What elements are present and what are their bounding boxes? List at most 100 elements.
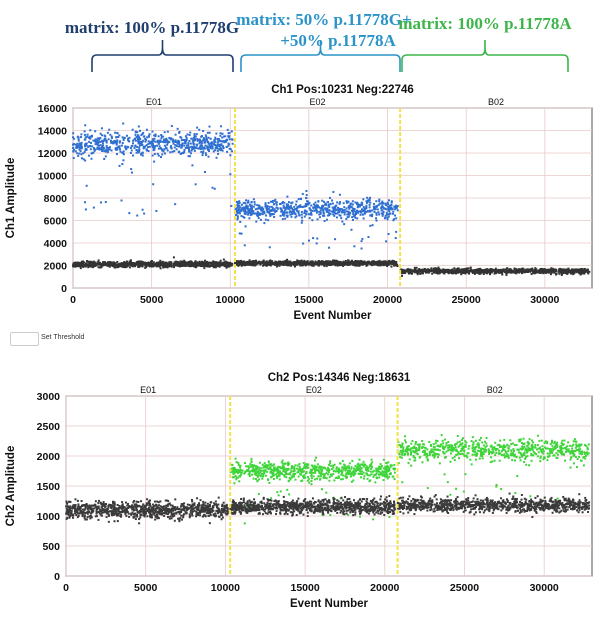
droplet-point [119, 263, 122, 266]
droplet-point [339, 207, 342, 210]
droplet-point [159, 267, 162, 270]
droplet-point [104, 505, 107, 508]
droplet-point [110, 136, 113, 139]
droplet-point [65, 512, 68, 515]
droplet-point [354, 216, 357, 219]
droplet-point [387, 215, 390, 218]
droplet-point [390, 200, 393, 203]
droplet-point [82, 158, 85, 161]
droplet-point [142, 261, 145, 264]
droplet-point [96, 147, 99, 150]
droplet-point [216, 509, 219, 512]
droplet-point [304, 209, 307, 212]
droplet-point [375, 200, 378, 203]
droplet-point [548, 270, 551, 273]
droplet-point [295, 200, 298, 203]
droplet-point [196, 139, 199, 142]
droplet-point [136, 515, 139, 518]
droplet-point [566, 269, 569, 272]
droplet-point [151, 503, 154, 506]
droplet-point [295, 208, 298, 211]
droplet-point [315, 205, 318, 208]
droplet-point [102, 146, 105, 149]
droplet-point [86, 511, 89, 514]
droplet-point [118, 264, 121, 267]
droplet-point [157, 135, 160, 138]
droplet-point [403, 270, 406, 273]
droplet-point [311, 219, 314, 222]
droplet-point [105, 140, 108, 143]
droplet-point [203, 138, 206, 141]
droplet-point [283, 210, 286, 213]
droplet-point [205, 154, 208, 157]
droplet-point [334, 207, 337, 210]
droplet-point [562, 271, 565, 274]
droplet-point [106, 261, 109, 264]
droplet-point [257, 212, 260, 215]
droplet-point [228, 138, 231, 141]
droplet-point [373, 263, 376, 266]
droplet-point [140, 500, 143, 503]
droplet-point [157, 142, 160, 145]
droplet-point [204, 504, 207, 507]
droplet-point [117, 512, 120, 515]
droplet-point [349, 202, 352, 205]
droplet-point [220, 263, 223, 266]
droplet-point [265, 262, 268, 265]
droplet-point [261, 213, 264, 216]
droplet-point [259, 261, 262, 264]
droplet-point [107, 513, 110, 516]
droplet-point [81, 514, 84, 517]
droplet-point [149, 505, 152, 508]
droplet-point [138, 146, 141, 149]
droplet-point [311, 209, 314, 212]
droplet-point [145, 504, 148, 507]
droplet-point [218, 148, 221, 151]
droplet-point [288, 211, 291, 214]
droplet-point [143, 514, 146, 517]
droplet-point [94, 504, 97, 507]
droplet-point [195, 508, 198, 511]
droplet-point [320, 260, 323, 263]
droplet-point [121, 511, 124, 514]
droplet-point [285, 205, 288, 208]
droplet-point [72, 146, 75, 149]
y-tick-label: 1000 [37, 511, 61, 523]
droplet-point [79, 265, 82, 268]
droplet-point [263, 210, 266, 213]
x-tick-label: 5000 [134, 582, 158, 594]
droplet-point [555, 273, 558, 276]
droplet-point [264, 202, 267, 205]
droplet-point [152, 265, 155, 268]
droplet-point [115, 143, 118, 146]
droplet-point [97, 261, 100, 264]
droplet-point [161, 153, 164, 156]
droplet-point [282, 263, 285, 266]
droplet-point [142, 512, 145, 515]
droplet-point [108, 503, 111, 506]
droplet-point [89, 506, 92, 509]
droplet-point [201, 510, 204, 513]
droplet-point [529, 270, 532, 273]
droplet-point [284, 211, 287, 214]
droplet-point [377, 204, 380, 207]
droplet-point [102, 503, 105, 506]
droplet-point [436, 270, 439, 273]
droplet-point [145, 265, 148, 268]
droplet-point [193, 134, 196, 137]
droplet-point [206, 260, 209, 263]
droplet-point [336, 260, 339, 263]
droplet-point [295, 215, 298, 218]
droplet-point [297, 206, 300, 209]
droplet-point [343, 263, 346, 266]
droplet-point [98, 512, 101, 515]
chart-title: Ch1 Pos:10231 Neg:22746 [271, 84, 414, 96]
droplet-point [94, 143, 97, 146]
droplet-point [71, 514, 74, 517]
y-tick-label: 1500 [37, 481, 61, 493]
droplet-point [583, 271, 586, 274]
droplet-point [106, 151, 109, 154]
droplet-point [485, 268, 488, 271]
droplet-point [387, 202, 390, 205]
droplet-point [103, 504, 106, 507]
